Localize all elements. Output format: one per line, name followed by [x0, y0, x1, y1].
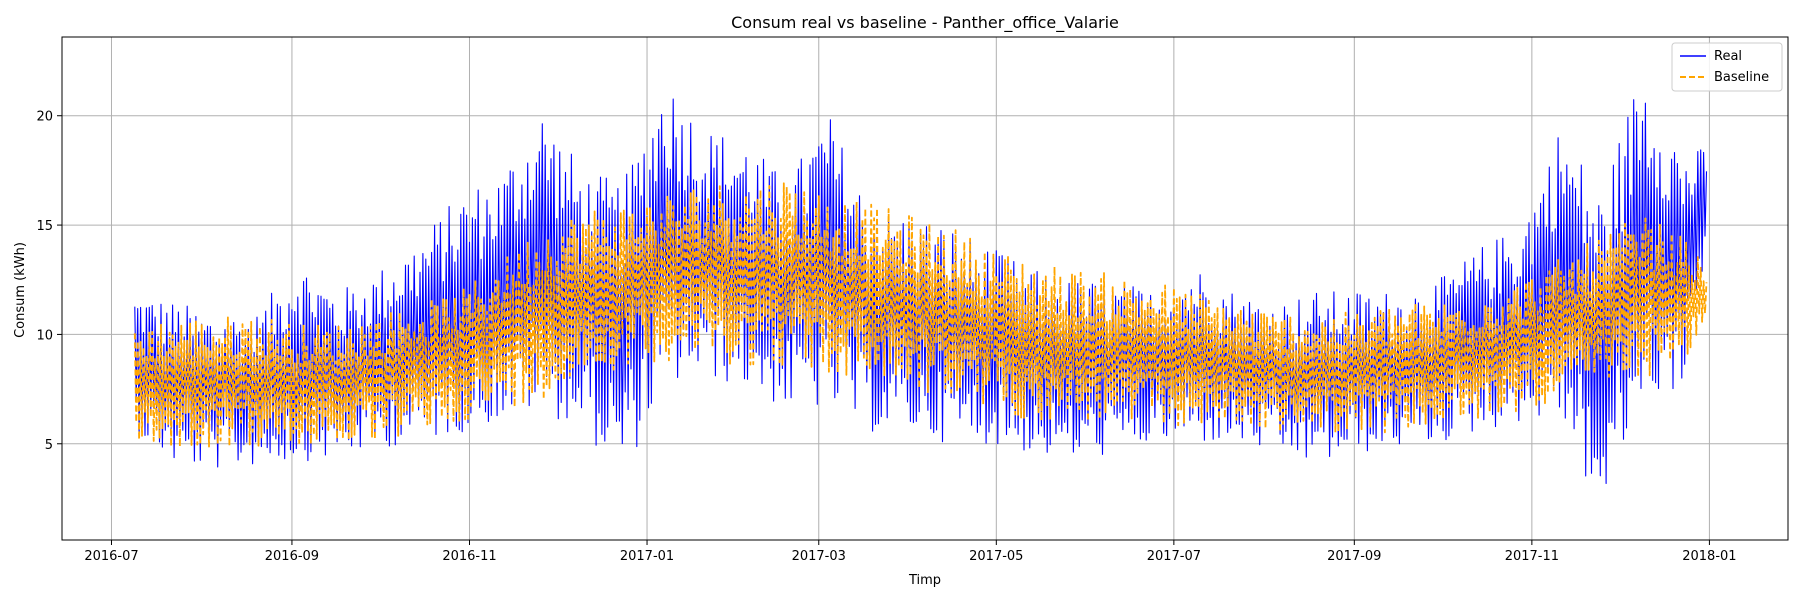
- y-tick-label: 20: [36, 110, 53, 125]
- x-tick-label: 2017-11: [1505, 549, 1559, 564]
- series-line-baseline: [133, 182, 1708, 448]
- y-axis: 5 10 15 20: [36, 110, 62, 453]
- x-tick-label: 2016-11: [442, 549, 496, 564]
- plot-frame: [61, 36, 1789, 541]
- legend-box: [1671, 42, 1783, 92]
- legend: Real Baseline: [1671, 42, 1783, 92]
- x-tick-label: 2017-09: [1327, 549, 1381, 564]
- y-tick-label: 10: [36, 328, 53, 343]
- y-axis-label: Consum (kWh): [13, 242, 28, 338]
- x-tick-label: 2016-09: [265, 549, 319, 564]
- x-tick-label: 2017-07: [1147, 549, 1201, 564]
- x-axis-label: Timp: [908, 573, 941, 588]
- x-tick-label: 2017-01: [620, 549, 674, 564]
- x-tick-label: 2017-05: [969, 549, 1023, 564]
- legend-baseline-label: Baseline: [1714, 70, 1769, 85]
- x-tick-label: 2016-07: [84, 549, 138, 564]
- x-tick-label: 2018-01: [1682, 549, 1736, 564]
- series-baseline: [133, 182, 1708, 448]
- chart-title: Consum real vs baseline - Panther_office…: [731, 13, 1119, 33]
- y-tick-label: 15: [36, 219, 53, 234]
- legend-real-label: Real: [1714, 49, 1742, 64]
- x-axis: 2016-07 2016-09 2016-11 2017-01 2017-03 2017-…: [84, 540, 1737, 564]
- x-tick-label: 2017-03: [792, 549, 846, 564]
- y-tick-label: 5: [45, 438, 53, 453]
